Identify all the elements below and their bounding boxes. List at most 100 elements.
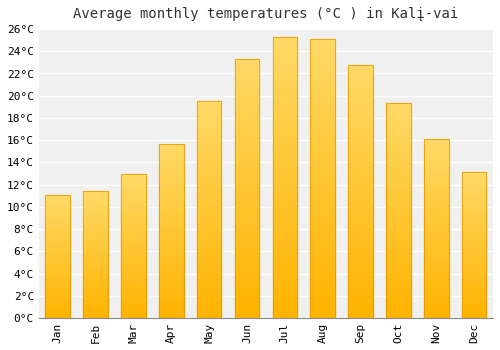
Bar bbox=[386, 204, 410, 206]
Bar bbox=[310, 170, 335, 173]
Bar bbox=[234, 282, 260, 284]
Bar bbox=[84, 274, 108, 275]
Bar bbox=[121, 283, 146, 285]
Bar bbox=[348, 300, 373, 303]
Bar bbox=[197, 132, 222, 134]
Bar bbox=[462, 198, 486, 200]
Bar bbox=[424, 307, 448, 309]
Bar bbox=[424, 309, 448, 311]
Bar bbox=[121, 199, 146, 201]
Bar bbox=[159, 227, 184, 229]
Bar bbox=[424, 155, 448, 157]
Bar bbox=[159, 218, 184, 220]
Bar bbox=[310, 257, 335, 259]
Bar bbox=[386, 112, 410, 114]
Bar bbox=[46, 224, 70, 225]
Bar bbox=[197, 240, 222, 242]
Bar bbox=[462, 238, 486, 239]
Bar bbox=[310, 218, 335, 220]
Bar bbox=[121, 241, 146, 243]
Bar bbox=[121, 285, 146, 286]
Bar bbox=[234, 88, 260, 90]
Bar bbox=[272, 71, 297, 74]
Bar bbox=[424, 241, 448, 243]
Bar bbox=[46, 232, 70, 233]
Bar bbox=[310, 53, 335, 56]
Bar bbox=[348, 105, 373, 108]
Bar bbox=[272, 248, 297, 251]
Bar bbox=[121, 309, 146, 311]
Bar bbox=[159, 314, 184, 316]
Bar bbox=[386, 290, 410, 292]
Bar bbox=[272, 287, 297, 290]
Bar bbox=[159, 172, 184, 173]
Bar bbox=[272, 242, 297, 245]
Bar bbox=[197, 288, 222, 290]
Bar bbox=[424, 171, 448, 173]
Bar bbox=[310, 56, 335, 58]
Bar bbox=[159, 238, 184, 239]
Bar bbox=[348, 280, 373, 282]
Bar bbox=[234, 253, 260, 256]
Bar bbox=[310, 193, 335, 195]
Bar bbox=[348, 224, 373, 227]
Bar bbox=[46, 255, 70, 256]
Bar bbox=[159, 313, 184, 314]
Bar bbox=[234, 308, 260, 310]
Bar bbox=[234, 225, 260, 228]
Bar bbox=[159, 267, 184, 269]
Bar bbox=[348, 138, 373, 141]
Bar bbox=[348, 242, 373, 245]
Bar bbox=[46, 268, 70, 270]
Bar bbox=[272, 304, 297, 307]
Bar bbox=[121, 299, 146, 301]
Bar bbox=[84, 215, 108, 217]
Bar bbox=[272, 96, 297, 99]
Bar bbox=[462, 193, 486, 194]
Bar bbox=[46, 301, 70, 302]
Bar bbox=[84, 308, 108, 309]
Bar bbox=[121, 266, 146, 267]
Bar bbox=[386, 104, 410, 106]
Bar bbox=[272, 42, 297, 45]
Bar bbox=[310, 156, 335, 159]
Bar bbox=[159, 198, 184, 199]
Bar bbox=[424, 182, 448, 184]
Bar bbox=[234, 276, 260, 279]
Bar bbox=[234, 64, 260, 67]
Bar bbox=[234, 269, 260, 271]
Bar bbox=[272, 169, 297, 172]
Bar bbox=[84, 219, 108, 220]
Bar bbox=[46, 254, 70, 255]
Bar bbox=[46, 274, 70, 275]
Bar bbox=[386, 106, 410, 108]
Bar bbox=[424, 252, 448, 253]
Bar bbox=[46, 303, 70, 304]
Bar bbox=[462, 229, 486, 231]
Bar bbox=[386, 211, 410, 213]
Bar bbox=[46, 277, 70, 279]
Bar bbox=[310, 64, 335, 67]
Bar bbox=[46, 275, 70, 276]
Bar bbox=[46, 199, 70, 201]
Bar bbox=[46, 246, 70, 248]
Bar bbox=[348, 141, 373, 143]
Bar bbox=[84, 191, 108, 193]
Bar bbox=[121, 261, 146, 263]
Bar bbox=[310, 271, 335, 273]
Bar bbox=[84, 261, 108, 262]
Bar bbox=[272, 265, 297, 267]
Bar bbox=[159, 297, 184, 299]
Bar bbox=[159, 231, 184, 232]
Bar bbox=[272, 88, 297, 90]
Bar bbox=[197, 238, 222, 240]
Bar bbox=[121, 244, 146, 246]
Bar bbox=[386, 281, 410, 284]
Bar bbox=[46, 213, 70, 214]
Bar bbox=[386, 239, 410, 241]
Bar bbox=[121, 221, 146, 223]
Bar bbox=[197, 244, 222, 246]
Bar bbox=[159, 150, 184, 152]
Bar bbox=[462, 264, 486, 266]
Bar bbox=[84, 304, 108, 305]
